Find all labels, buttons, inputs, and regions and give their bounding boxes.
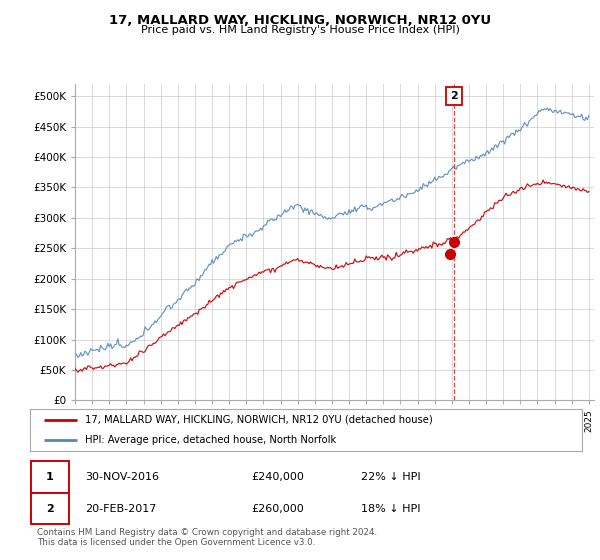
Text: Contains HM Land Registry data © Crown copyright and database right 2024.
This d: Contains HM Land Registry data © Crown c… xyxy=(37,528,377,548)
Text: 20-FEB-2017: 20-FEB-2017 xyxy=(85,503,157,514)
Text: 2: 2 xyxy=(46,503,54,514)
Text: 30-NOV-2016: 30-NOV-2016 xyxy=(85,472,159,482)
Text: 17, MALLARD WAY, HICKLING, NORWICH, NR12 0YU (detached house): 17, MALLARD WAY, HICKLING, NORWICH, NR12… xyxy=(85,415,433,424)
Text: £260,000: £260,000 xyxy=(251,503,304,514)
Text: Price paid vs. HM Land Registry's House Price Index (HPI): Price paid vs. HM Land Registry's House … xyxy=(140,25,460,35)
Text: 18% ↓ HPI: 18% ↓ HPI xyxy=(361,503,421,514)
Text: 17, MALLARD WAY, HICKLING, NORWICH, NR12 0YU: 17, MALLARD WAY, HICKLING, NORWICH, NR12… xyxy=(109,14,491,27)
Text: 22% ↓ HPI: 22% ↓ HPI xyxy=(361,472,421,482)
Text: 1: 1 xyxy=(46,472,54,482)
FancyBboxPatch shape xyxy=(31,493,68,525)
Text: 2: 2 xyxy=(450,91,458,101)
FancyBboxPatch shape xyxy=(31,461,68,493)
Text: £240,000: £240,000 xyxy=(251,472,304,482)
Text: HPI: Average price, detached house, North Norfolk: HPI: Average price, detached house, Nort… xyxy=(85,435,337,445)
